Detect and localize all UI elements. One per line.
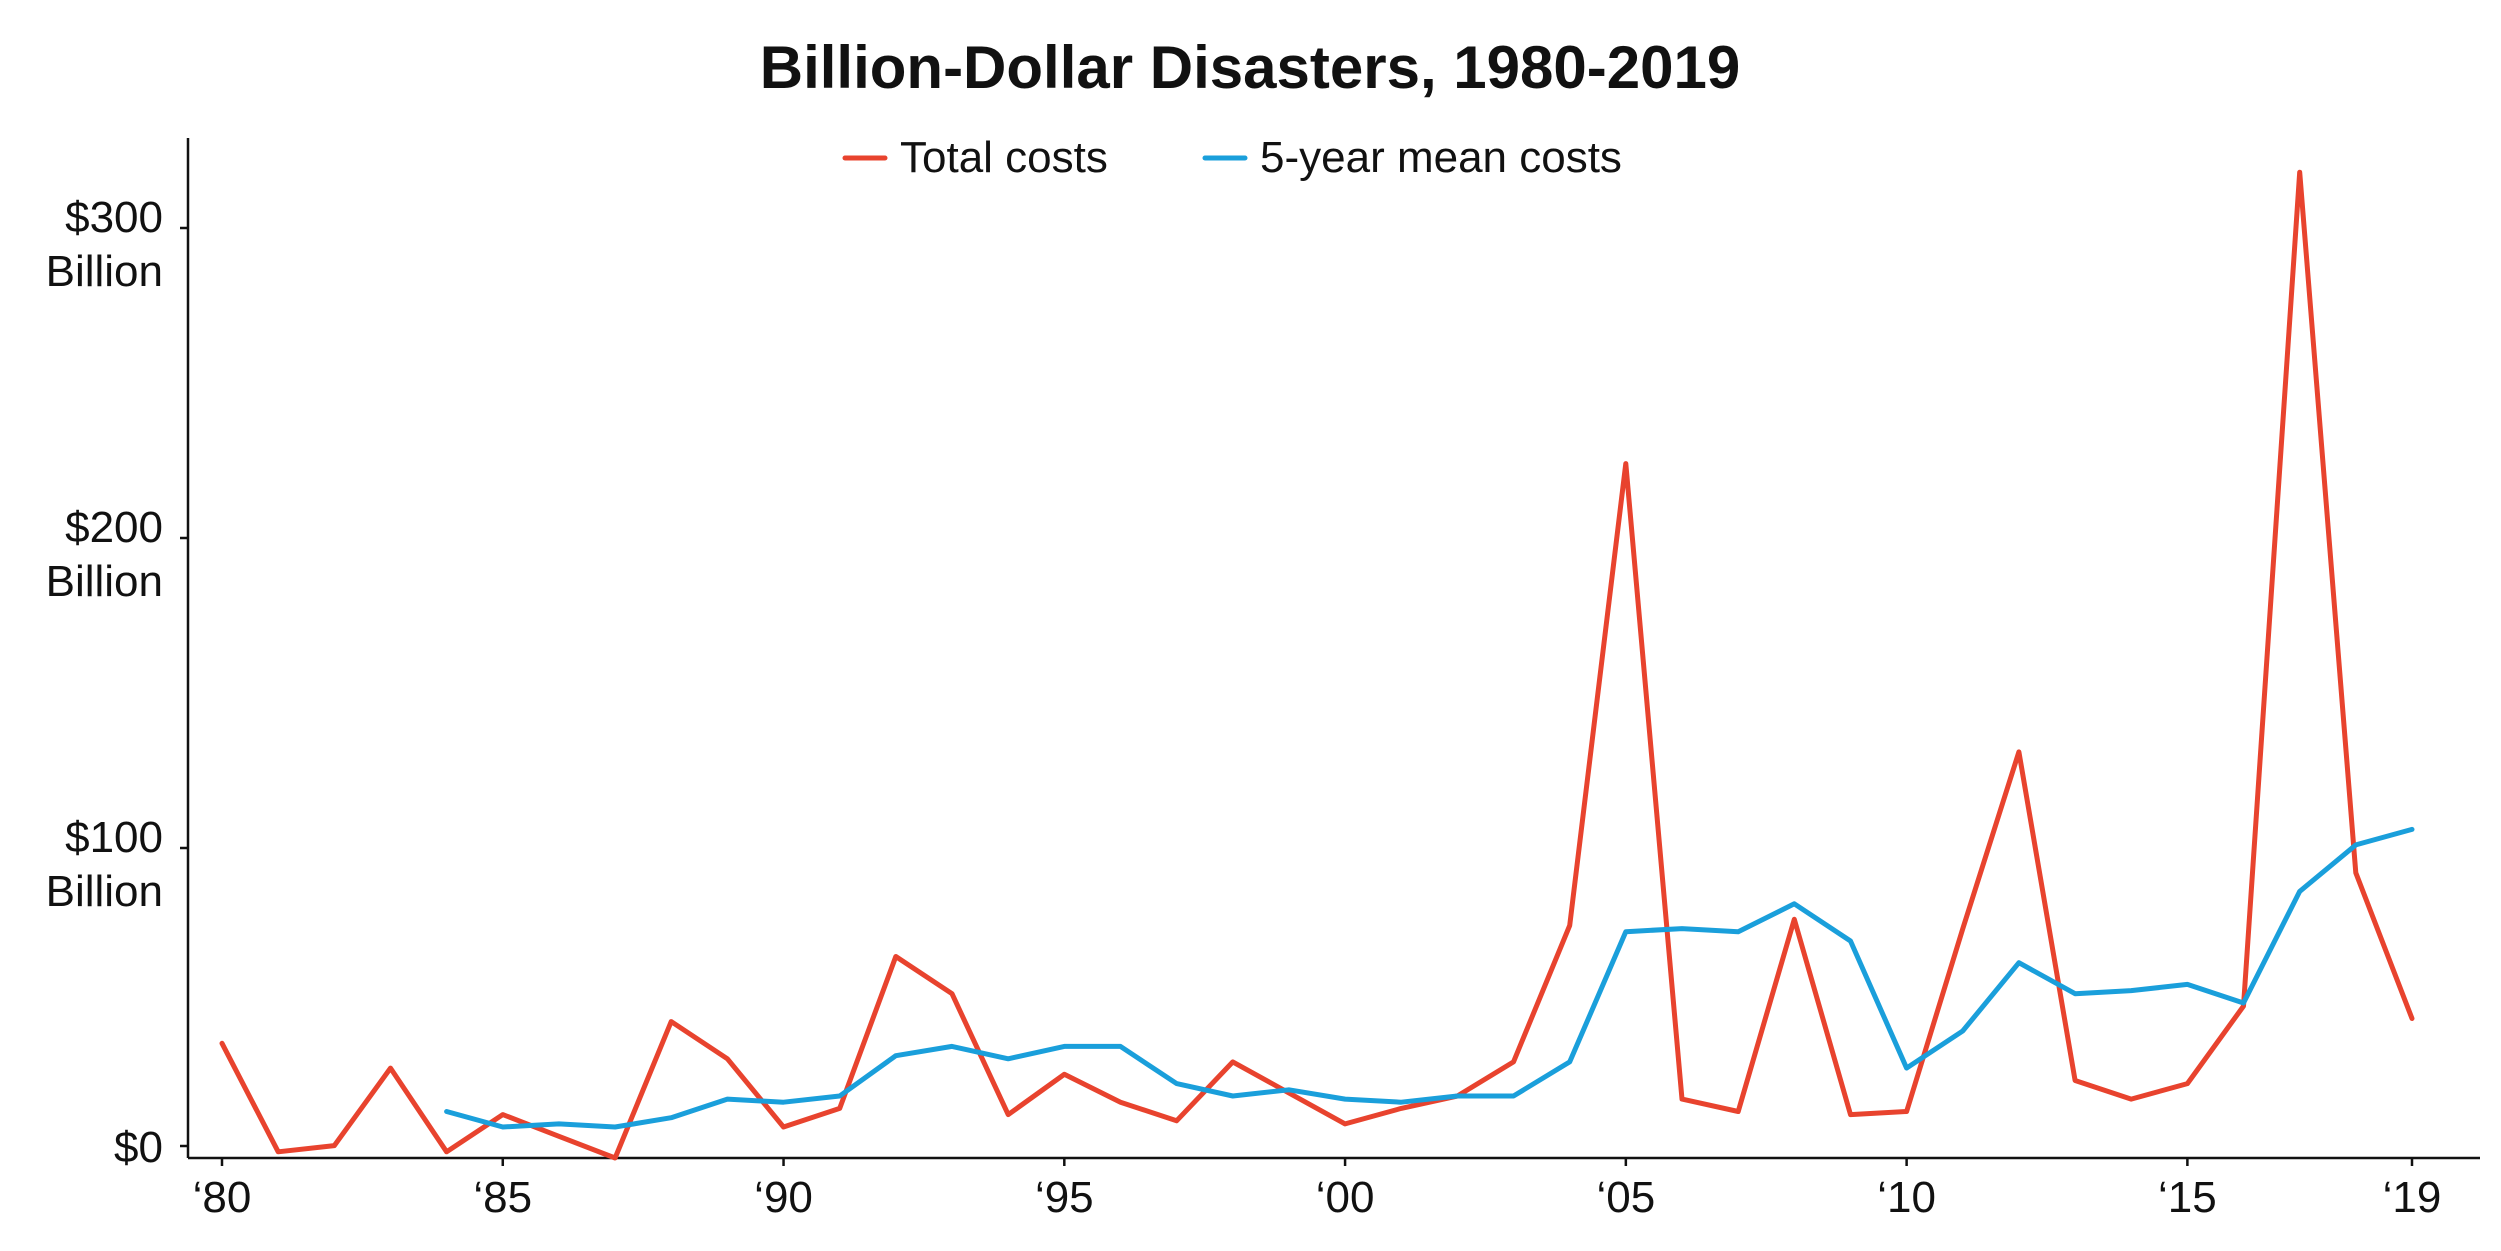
y-axis-ticks: $0 $100 Billion $200 Billion $300 Billion <box>46 193 188 1172</box>
y-tick-label: $300 Billion <box>46 193 163 296</box>
x-tick-label: ‘19 <box>2383 1173 2442 1222</box>
x-axis-ticks: ‘80 ‘85 ‘90 ‘95 ‘00 ‘05 ‘10 ‘15 ‘19 <box>193 1158 2442 1222</box>
y-tick-label: $100 Billion <box>46 813 163 916</box>
series-line-total-costs <box>219 169 2415 1161</box>
y-tick-label-unit: Billion <box>46 247 163 296</box>
legend-item: Total costs <box>842 133 1108 182</box>
x-tick-label: ‘95 <box>1035 1173 1094 1222</box>
series-line-five-year-mean <box>444 826 2415 1130</box>
x-tick-label: ‘85 <box>473 1173 532 1222</box>
y-tick-label-unit: Billion <box>46 867 163 916</box>
series-lines <box>219 169 2415 1161</box>
x-tick-label: ‘00 <box>1316 1173 1375 1222</box>
legend-item: 5-year mean costs <box>1202 133 1622 182</box>
x-tick-label: ‘90 <box>754 1173 813 1222</box>
y-tick-label: $0 <box>114 1123 163 1172</box>
x-tick-label: ‘80 <box>193 1173 252 1222</box>
legend-label: Total costs <box>900 133 1108 182</box>
x-tick-label: ‘05 <box>1596 1173 1655 1222</box>
legend: Total costs 5-year mean costs <box>842 133 1622 182</box>
chart-title: Billion-Dollar Disasters, 1980-2019 <box>760 34 1740 101</box>
y-tick-label-value: $100 <box>65 813 163 862</box>
y-tick-label-value: $200 <box>65 503 163 552</box>
legend-label: 5-year mean costs <box>1260 133 1622 182</box>
x-tick-label: ‘10 <box>1877 1173 1936 1222</box>
y-tick-label-unit: Billion <box>46 557 163 606</box>
y-tick-label-value: $300 <box>65 193 163 242</box>
x-tick-label: ‘15 <box>2158 1173 2217 1222</box>
y-tick-label: $200 Billion <box>46 503 163 606</box>
